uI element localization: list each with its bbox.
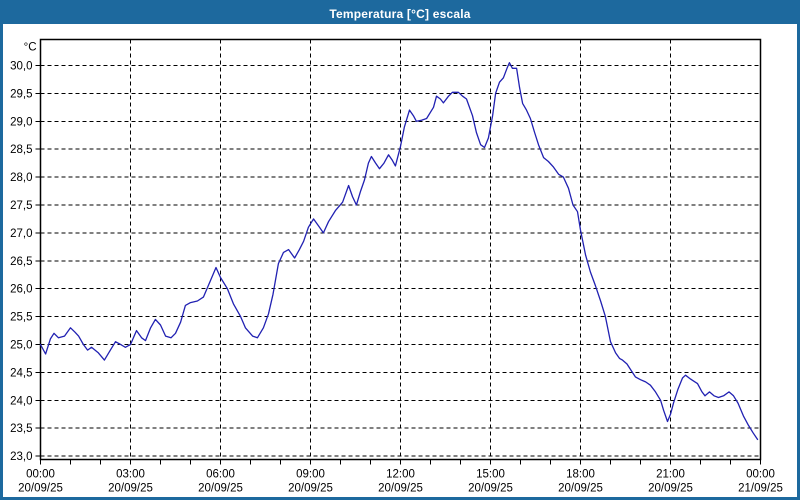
x-axis-time-label: 06:00 [206, 469, 235, 481]
x-axis-date-label: 20/09/25 [378, 483, 423, 495]
x-axis-date-label: 20/09/25 [18, 483, 63, 495]
x-axis-time-label: 18:00 [566, 469, 595, 481]
x-axis-date-label: 20/09/25 [468, 483, 513, 495]
x-axis-time-label: 09:00 [296, 469, 325, 481]
page-title: Temperatura [°C] escala [329, 6, 471, 21]
y-axis-label: 28,5 [10, 144, 32, 156]
x-axis-date-label: 20/09/25 [558, 483, 603, 495]
x-axis-time-label: 21:00 [656, 469, 685, 481]
chart-area: 23,0 23,5 24,0 24,5 25,0 25,5 26,0 26,5 27,0 27,5… [3, 24, 797, 497]
y-axis-label: 26,5 [10, 256, 32, 268]
x-axis-time-label: 00:00 [26, 469, 55, 481]
y-axis-label: 29,0 [10, 116, 32, 128]
temperature-line-chart: 23,0 23,5 24,0 24,5 25,0 25,5 26,0 26,5 27,0 27,5… [10, 38, 783, 495]
title-bar: Temperatura [°C] escala [3, 3, 797, 24]
y-axis-label: 27,0 [10, 228, 32, 240]
temperature-series-line [39, 62, 759, 441]
y-axis-unit-label: °C [24, 42, 37, 54]
y-axis-label: 25,0 [10, 340, 32, 352]
x-axis-date-label: 20/09/25 [648, 483, 693, 495]
x-axis-date-label: 20/09/25 [198, 483, 243, 495]
x-axis-time-label: 12:00 [386, 469, 415, 481]
y-axis-label: 25,5 [10, 312, 32, 324]
y-axis-label: 28,0 [10, 172, 32, 184]
gridlines [40, 39, 761, 460]
y-axis-label: 29,5 [10, 88, 32, 100]
y-axis-label: 24,5 [10, 367, 32, 379]
plot-border [39, 38, 762, 461]
x-axis-time-label: 03:00 [116, 469, 145, 481]
x-axis-time-label: 00:00 [746, 469, 775, 481]
y-axis-label: 26,0 [10, 284, 32, 296]
axis-ticks [35, 65, 761, 465]
x-axis-date-label: 21/09/25 [738, 483, 783, 495]
y-axis-label: 30,0 [10, 61, 32, 73]
x-axis-time-label: 15:00 [476, 469, 505, 481]
y-axis-label: 24,0 [10, 395, 32, 407]
y-axis-label: 23,0 [10, 451, 32, 463]
x-axis-date-label: 20/09/25 [288, 483, 333, 495]
y-axis-label: 23,5 [10, 423, 32, 435]
x-axis-date-label: 20/09/25 [108, 483, 153, 495]
y-axis-label: 27,5 [10, 200, 32, 212]
